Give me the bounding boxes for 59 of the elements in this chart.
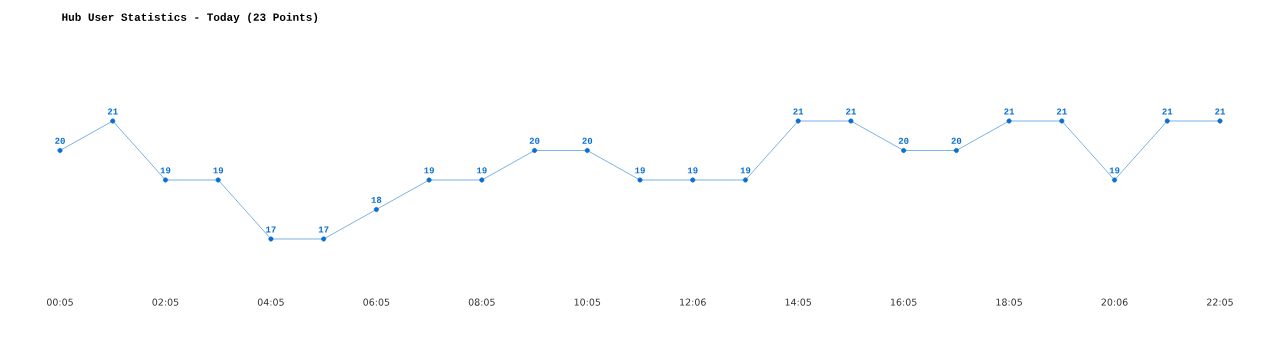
point bbox=[742, 177, 748, 183]
point bbox=[426, 177, 432, 183]
x-tick-label: 04:05 bbox=[257, 298, 284, 306]
point bbox=[901, 147, 907, 153]
x-tick-label: 16:05 bbox=[890, 298, 917, 306]
data-label: 20 bbox=[582, 137, 593, 144]
point bbox=[268, 236, 274, 242]
point bbox=[795, 118, 801, 124]
point bbox=[848, 118, 854, 124]
point bbox=[690, 177, 696, 183]
data-label: 19 bbox=[213, 167, 224, 174]
point bbox=[1059, 118, 1065, 124]
x-tick-label: 12:06 bbox=[680, 298, 706, 306]
point bbox=[162, 177, 168, 183]
point bbox=[584, 147, 590, 153]
data-label: 21 bbox=[1162, 108, 1173, 115]
point bbox=[373, 206, 379, 212]
data-label: 20 bbox=[898, 137, 909, 144]
x-tick-label: 18:05 bbox=[996, 298, 1022, 306]
point bbox=[57, 147, 63, 153]
data-label: 19 bbox=[160, 167, 171, 174]
data-label: 19 bbox=[1109, 167, 1120, 174]
point bbox=[1112, 177, 1118, 183]
x-tick-label: 22:05 bbox=[1206, 298, 1233, 306]
data-label: 19 bbox=[477, 167, 487, 174]
data-label: 21 bbox=[1056, 108, 1067, 115]
data-label: 19 bbox=[687, 167, 698, 174]
data-label: 18 bbox=[371, 196, 382, 203]
data-label: 20 bbox=[529, 137, 540, 144]
point bbox=[1217, 118, 1223, 124]
data-label: 21 bbox=[793, 108, 804, 115]
data-label: 20 bbox=[951, 137, 962, 144]
data-label: 21 bbox=[1215, 108, 1225, 115]
x-tick-label: 00:05 bbox=[46, 298, 73, 306]
data-label: 17 bbox=[266, 226, 276, 233]
chart-title: Hub User Statistics - Today (23 Points) bbox=[62, 12, 318, 24]
x-tick-label: 10:05 bbox=[574, 298, 601, 306]
data-label: 20 bbox=[55, 137, 65, 144]
point bbox=[215, 177, 221, 183]
point bbox=[321, 236, 327, 242]
point bbox=[479, 177, 485, 183]
x-tick-label: 08:05 bbox=[468, 298, 495, 306]
x-tick-label: 20:06 bbox=[1101, 298, 1128, 306]
x-tick-label: 14:05 bbox=[785, 298, 812, 306]
x-tick-label: 02:05 bbox=[152, 298, 179, 306]
data-label: 17 bbox=[318, 226, 329, 233]
point bbox=[110, 118, 116, 124]
data-label: 21 bbox=[107, 108, 118, 115]
point bbox=[532, 147, 538, 153]
point bbox=[953, 147, 959, 153]
data-label: 21 bbox=[1004, 108, 1015, 115]
data-label: 19 bbox=[424, 167, 434, 174]
point bbox=[637, 177, 643, 183]
data-label: 19 bbox=[635, 167, 645, 174]
point bbox=[1006, 118, 1012, 124]
data-label: 21 bbox=[846, 108, 856, 115]
x-tick-label: 06:05 bbox=[363, 298, 390, 306]
point bbox=[1164, 118, 1170, 124]
data-label: 19 bbox=[740, 167, 751, 174]
